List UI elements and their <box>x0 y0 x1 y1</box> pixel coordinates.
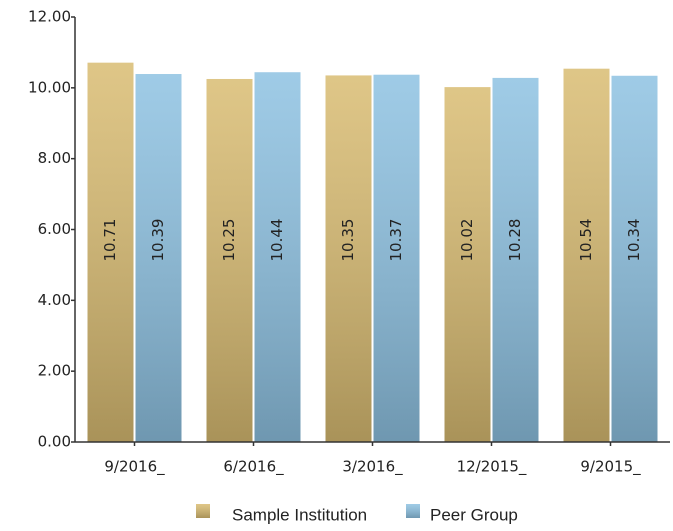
bar-shade <box>492 77 539 443</box>
y-tick-label: 12.00 <box>28 8 71 26</box>
data-label: 10.34 <box>625 219 643 262</box>
y-tick-label: 10.00 <box>28 78 71 96</box>
bar-shade <box>87 62 134 442</box>
x-tick-label: 9/2015_ <box>580 458 641 477</box>
y-tick-label: 2.00 <box>38 362 71 380</box>
x-tick-label: 12/2015_ <box>457 458 527 477</box>
y-tick-label: 8.00 <box>38 149 71 167</box>
bar-shade <box>254 72 301 442</box>
data-label: 10.44 <box>268 219 286 262</box>
data-label: 10.37 <box>387 219 405 262</box>
legend-swatch-shade <box>196 504 210 518</box>
y-tick-label: 6.00 <box>38 220 71 238</box>
bar-shade <box>325 75 372 442</box>
y-tick-label: 0.00 <box>38 433 71 451</box>
data-label: 10.35 <box>339 219 357 262</box>
legend-swatch-shade <box>406 504 420 518</box>
data-label: 10.71 <box>101 219 119 262</box>
bar-shade <box>135 74 182 442</box>
data-label: 10.25 <box>220 219 238 262</box>
data-label: 10.28 <box>506 219 524 262</box>
x-tick-label: 9/2016_ <box>104 458 165 477</box>
bar-shade <box>373 74 420 443</box>
bar-shade <box>611 75 658 443</box>
data-label: 10.02 <box>458 219 476 262</box>
data-label: 10.39 <box>149 219 167 262</box>
legend-label: Peer Group <box>430 505 518 524</box>
x-tick-label: 6/2016_ <box>223 458 284 477</box>
data-label: 10.54 <box>577 219 595 262</box>
y-tick-label: 4.00 <box>38 291 71 309</box>
bar-shade <box>563 68 610 442</box>
legend-label: Sample Institution <box>232 505 367 524</box>
bar-shade <box>444 87 491 442</box>
x-tick-label: 3/2016_ <box>342 458 403 477</box>
bar-shade <box>206 78 253 443</box>
